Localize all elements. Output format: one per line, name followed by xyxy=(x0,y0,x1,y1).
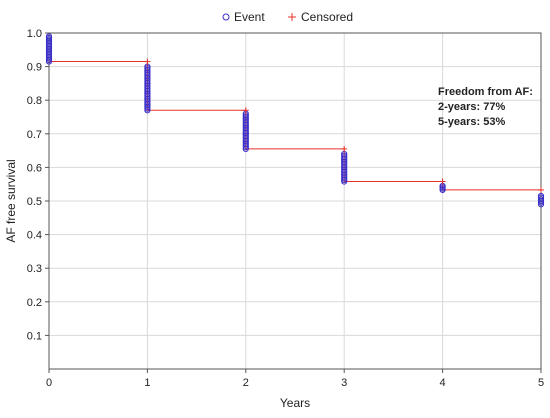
y-tick-label: 0.3 xyxy=(27,263,42,275)
legend: Event Censored xyxy=(222,10,353,24)
y-tick-label: 0.4 xyxy=(27,230,42,242)
censored-marker xyxy=(439,178,446,185)
censored-marker xyxy=(341,145,348,152)
event-marker xyxy=(341,178,348,185)
y-tick-label: 0.5 xyxy=(27,196,42,208)
censored-markers xyxy=(144,58,544,193)
y-tick-label: 0.8 xyxy=(27,95,42,107)
x-axis-label: Years xyxy=(280,396,310,410)
x-tick-label: 2 xyxy=(243,377,249,389)
x-axis-ticks: 0 1 2 3 4 5 xyxy=(46,369,544,389)
censored-marker xyxy=(538,186,544,193)
x-tick-label: 0 xyxy=(46,377,52,389)
x-tick-label: 5 xyxy=(538,377,544,389)
x-tick-label: 3 xyxy=(341,377,347,389)
legend-censored-marker xyxy=(288,13,296,21)
grid xyxy=(48,32,542,369)
y-tick-label: 1.0 xyxy=(27,28,42,40)
event-marker xyxy=(439,186,446,194)
event-marker xyxy=(537,201,545,208)
x-tick-label: 1 xyxy=(144,377,150,389)
event-marker xyxy=(144,107,151,114)
event-markers xyxy=(45,33,545,208)
y-tick-label: 0.1 xyxy=(27,330,42,342)
y-axis-label: AF free survival xyxy=(4,159,18,242)
y-axis-ticks: 0.1 0.2 0.3 0.4 0.5 0.6 0.7 0.8 0.9 1.0 xyxy=(27,28,49,342)
y-tick-label: 0.9 xyxy=(27,62,42,74)
y-tick-label: 0.7 xyxy=(27,129,42,141)
legend-event-label: Event xyxy=(234,10,265,24)
freedom-annotation: Freedom from AF: 2-years: 77% 5-years: 53% xyxy=(438,86,533,128)
legend-event-marker xyxy=(222,13,230,21)
censored-marker xyxy=(242,107,249,114)
y-tick-label: 0.2 xyxy=(27,297,42,309)
event-marker xyxy=(45,58,53,65)
censored-marker xyxy=(144,58,151,65)
legend-censored-label: Censored xyxy=(301,10,353,24)
y-tick-label: 0.6 xyxy=(27,162,42,174)
annotation-line: 5-years: 53% xyxy=(438,116,505,128)
event-marker xyxy=(242,145,249,153)
annotation-line: Freedom from AF: xyxy=(438,86,533,98)
x-tick-label: 4 xyxy=(440,377,446,389)
annotation-line: 2-years: 77% xyxy=(438,101,505,113)
